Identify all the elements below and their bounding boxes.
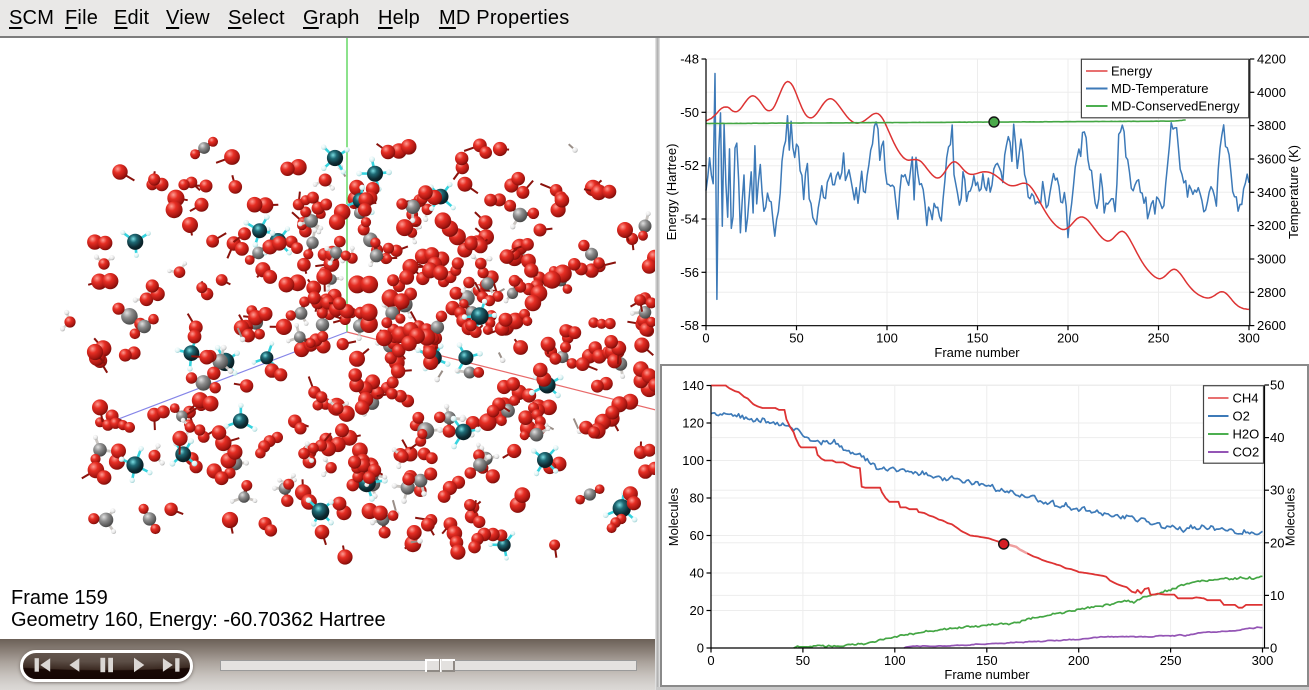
svg-text:3400: 3400: [1257, 185, 1286, 200]
svg-text:120: 120: [682, 416, 704, 431]
svg-text:Frame number: Frame number: [944, 667, 1030, 682]
svg-text:80: 80: [690, 491, 704, 506]
svg-text:H2O: H2O: [1233, 427, 1260, 442]
svg-text:0: 0: [702, 331, 709, 346]
svg-text:Molecules: Molecules: [1283, 487, 1298, 546]
svg-text:150: 150: [976, 653, 998, 668]
svg-text:140: 140: [682, 378, 704, 393]
svg-text:0: 0: [1270, 641, 1277, 656]
svg-text:20: 20: [1270, 535, 1284, 550]
svg-text:200: 200: [1068, 653, 1090, 668]
svg-text:-54: -54: [680, 212, 699, 227]
svg-text:-56: -56: [680, 265, 699, 280]
svg-text:-48: -48: [680, 52, 699, 67]
svg-text:100: 100: [682, 453, 704, 468]
svg-text:-52: -52: [680, 158, 699, 173]
svg-text:Energy: Energy: [1111, 64, 1153, 79]
svg-text:Temperature (K): Temperature (K): [1286, 145, 1301, 239]
svg-text:100: 100: [884, 653, 906, 668]
svg-text:-58: -58: [680, 318, 699, 333]
svg-text:300: 300: [1238, 331, 1260, 346]
svg-text:40: 40: [690, 566, 704, 581]
svg-text:-50: -50: [680, 105, 699, 120]
svg-text:3200: 3200: [1257, 218, 1286, 233]
svg-text:3000: 3000: [1257, 252, 1286, 267]
svg-text:40: 40: [1270, 430, 1284, 445]
svg-text:O2: O2: [1233, 409, 1250, 424]
svg-text:20: 20: [690, 603, 704, 618]
svg-text:250: 250: [1160, 653, 1182, 668]
svg-text:2800: 2800: [1257, 285, 1286, 300]
svg-text:100: 100: [876, 331, 898, 346]
svg-text:200: 200: [1057, 331, 1079, 346]
svg-text:300: 300: [1252, 653, 1274, 668]
svg-text:3800: 3800: [1257, 118, 1286, 133]
svg-text:3600: 3600: [1257, 152, 1286, 167]
svg-text:250: 250: [1148, 331, 1170, 346]
svg-text:50: 50: [789, 331, 803, 346]
svg-text:MD-ConservedEnergy: MD-ConservedEnergy: [1111, 99, 1240, 114]
svg-text:0: 0: [707, 653, 714, 668]
svg-text:60: 60: [690, 528, 704, 543]
svg-text:Energy (Hartree): Energy (Hartree): [664, 144, 679, 241]
svg-text:50: 50: [1270, 378, 1284, 393]
svg-text:CH4: CH4: [1233, 391, 1259, 406]
svg-text:0: 0: [697, 641, 704, 656]
svg-text:150: 150: [967, 331, 989, 346]
svg-text:10: 10: [1270, 588, 1284, 603]
svg-text:Molecules: Molecules: [666, 487, 681, 546]
svg-text:Frame number: Frame number: [934, 345, 1020, 360]
svg-text:50: 50: [796, 653, 810, 668]
svg-text:4200: 4200: [1257, 52, 1286, 67]
svg-text:30: 30: [1270, 483, 1284, 498]
svg-text:4000: 4000: [1257, 85, 1286, 100]
svg-text:MD-Temperature: MD-Temperature: [1111, 81, 1209, 96]
svg-text:CO2: CO2: [1233, 445, 1260, 460]
svg-text:2600: 2600: [1257, 318, 1286, 333]
